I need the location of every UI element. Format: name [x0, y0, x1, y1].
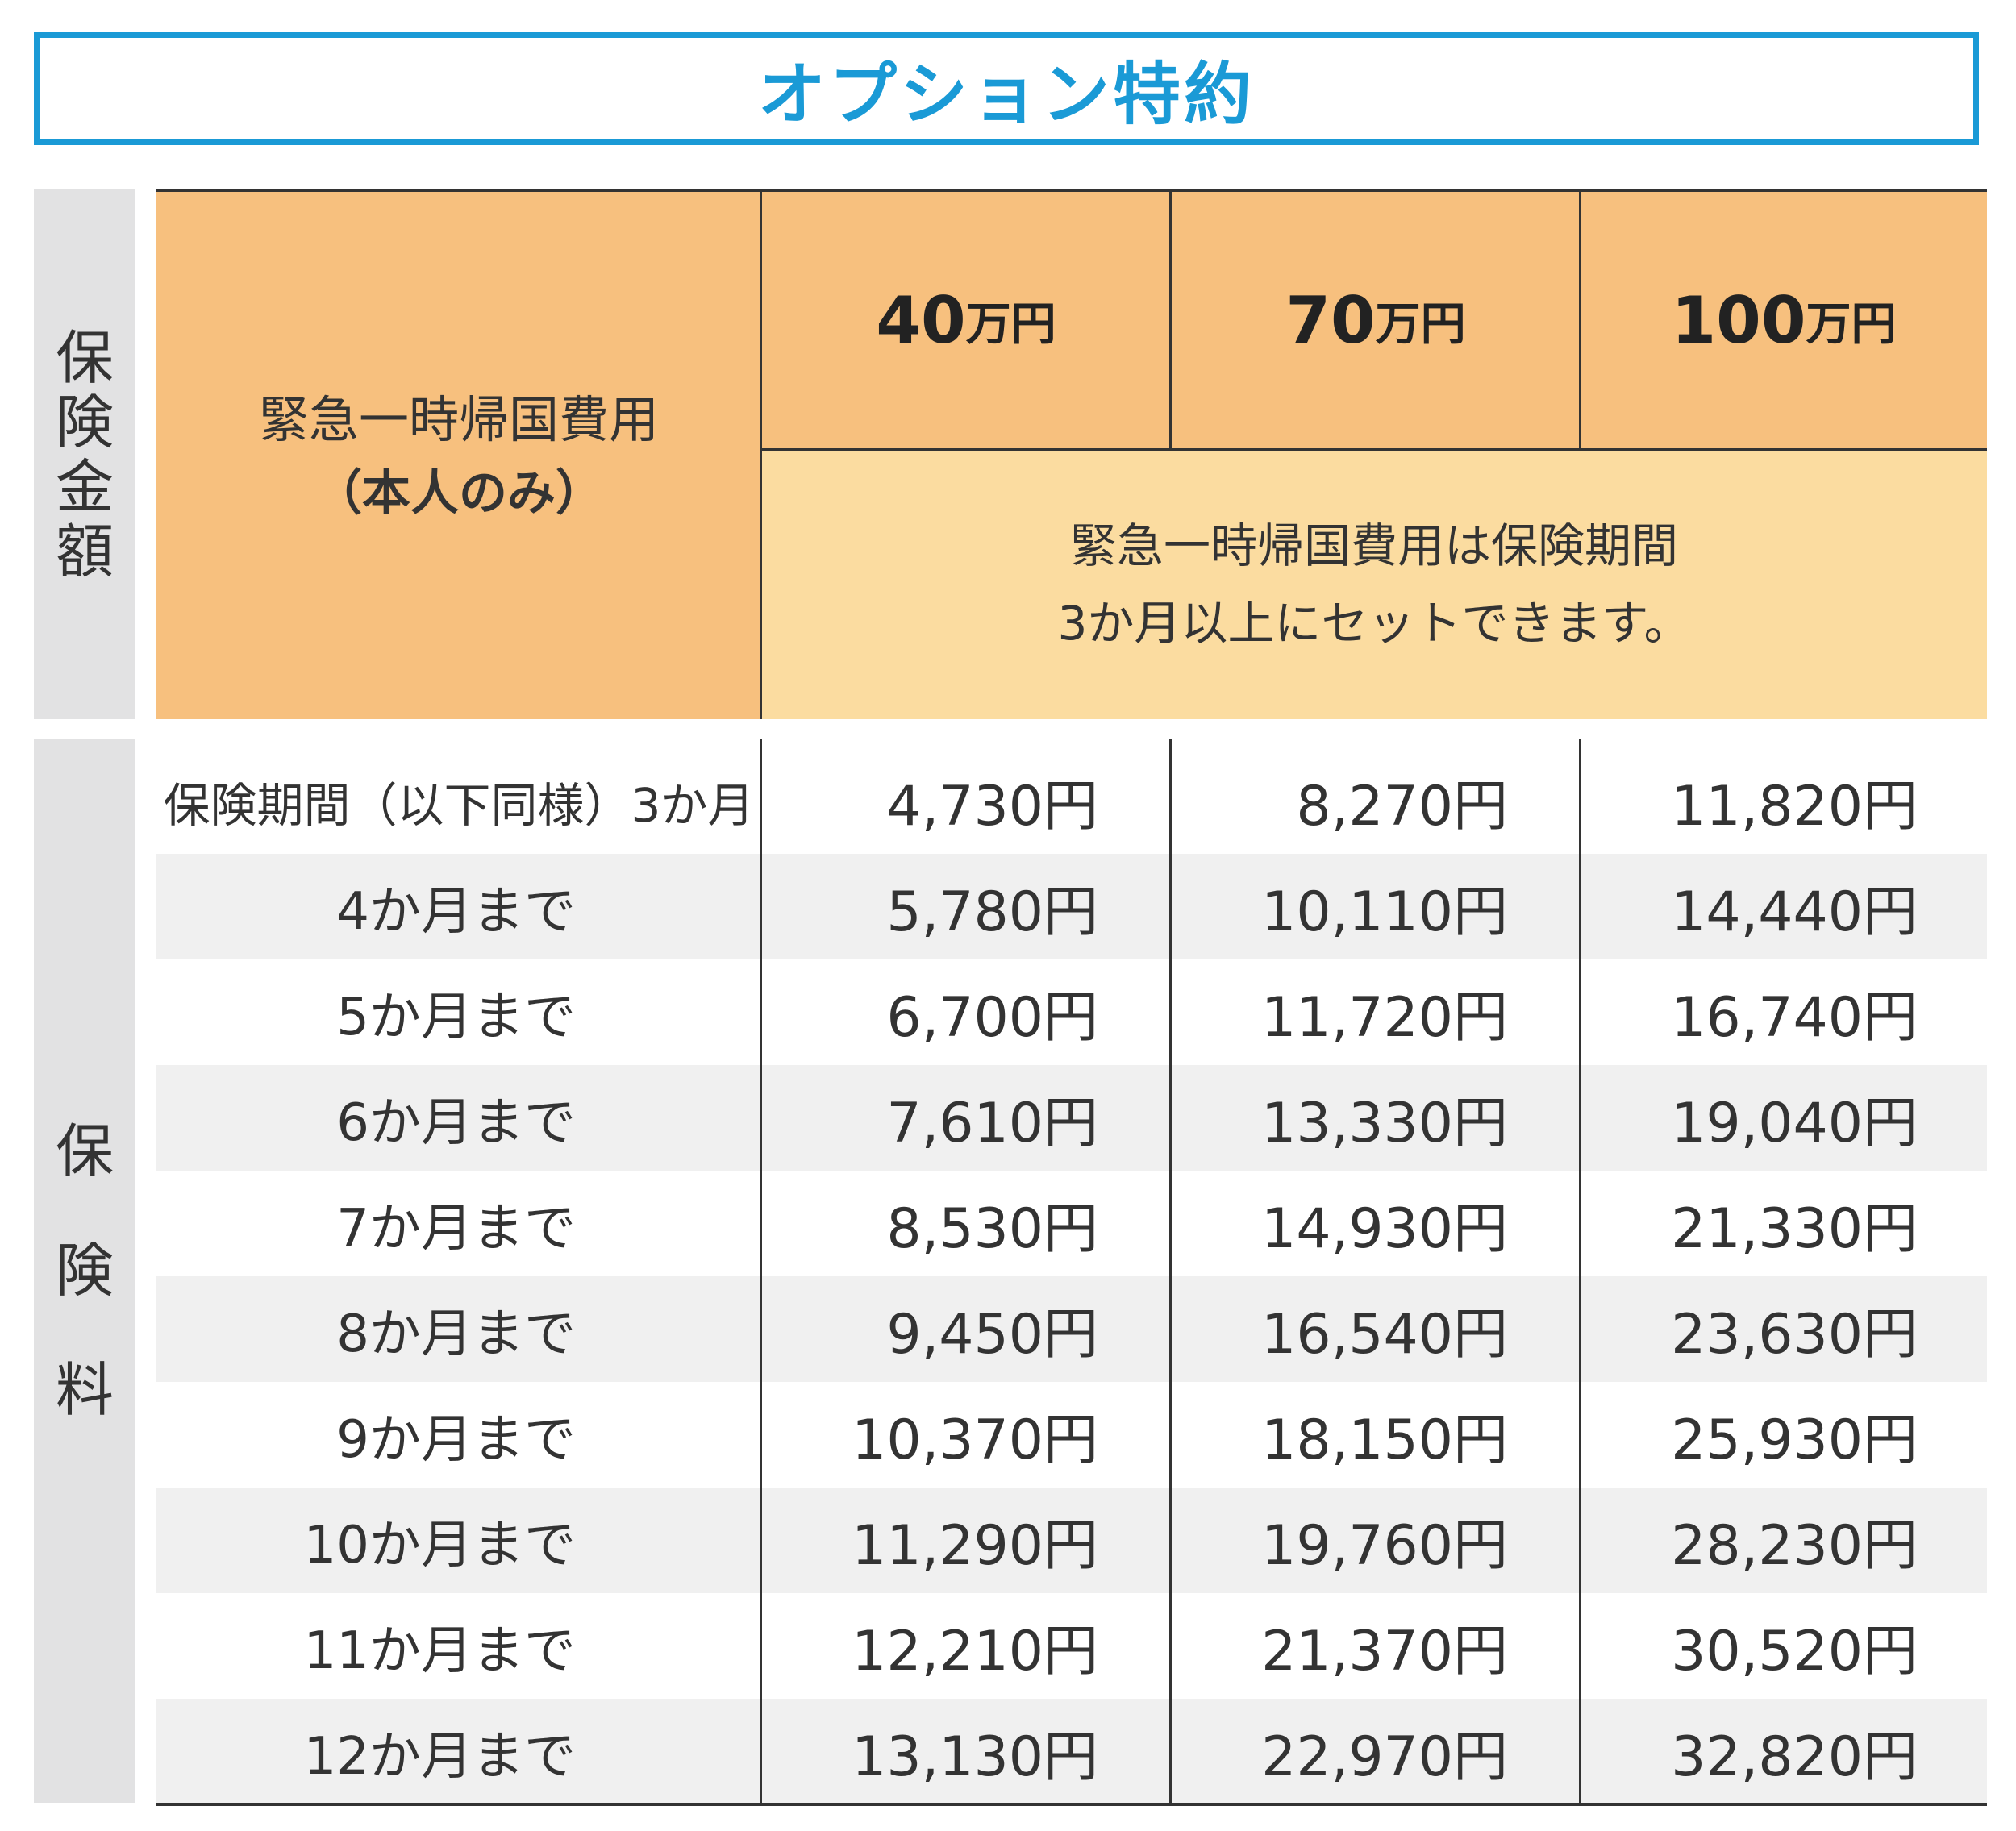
side-label-premium: 保 険 料 — [34, 739, 135, 1803]
side-label-char: 険 — [55, 388, 114, 456]
premium-cell: 25,930円 — [1671, 1409, 1918, 1472]
header-note: 緊急一時帰国費用は保険期間 3か月以上にセットできます。 — [761, 448, 1987, 719]
header-coverage-label: 緊急一時帰国費用 （本人のみ） — [156, 189, 761, 719]
side-label-char: 保 — [55, 323, 114, 392]
premium-cell: 12,210円 — [852, 1620, 1098, 1683]
table-row: 保険期間（以下同様）3か月 4,730円 8,270円 11,820円 — [156, 748, 1987, 854]
premium-cell: 6,700円 — [886, 986, 1098, 1050]
premium-cell: 19,040円 — [1671, 1092, 1918, 1155]
side-label-char: 料 — [55, 1356, 114, 1424]
premium-cell: 14,930円 — [1261, 1197, 1508, 1261]
row-period-label: 4か月まで — [336, 881, 576, 942]
amount-number: 70 — [1285, 282, 1376, 358]
table-row: 10か月まで 11,290円 19,760円 28,230円 — [156, 1488, 1987, 1593]
divider — [760, 739, 762, 1803]
table-row: 8か月まで 9,450円 16,540円 23,630円 — [156, 1276, 1987, 1382]
side-label-char: 金 — [55, 452, 114, 521]
premium-cell: 16,740円 — [1671, 986, 1918, 1050]
premium-cell: 4,730円 — [886, 775, 1098, 839]
divider — [1579, 189, 1581, 448]
premium-cell: 18,150円 — [1261, 1409, 1508, 1472]
amount-number: 100 — [1671, 282, 1806, 358]
premium-cell: 8,530円 — [886, 1197, 1098, 1261]
row-period-label: 12か月まで — [303, 1726, 576, 1787]
table-row: 4か月まで 5,780円 10,110円 14,440円 — [156, 854, 1987, 959]
row-period-label: 10か月まで — [303, 1515, 576, 1575]
premium-cell: 5,780円 — [886, 880, 1098, 944]
side-label-char: 額 — [55, 517, 114, 585]
premium-cell: 19,760円 — [1261, 1514, 1508, 1578]
premium-cell: 14,440円 — [1671, 880, 1918, 944]
table-row: 7か月まで 8,530円 14,930円 21,330円 — [156, 1171, 1987, 1276]
row-period-label: 6か月まで — [336, 1092, 576, 1153]
table-row: 11か月まで 12,210円 21,370円 30,520円 — [156, 1593, 1987, 1699]
amount-number: 40 — [876, 282, 966, 358]
premium-cell: 21,330円 — [1671, 1197, 1918, 1261]
row-period-label: 8か月まで — [336, 1304, 576, 1364]
premium-cell: 9,450円 — [886, 1303, 1098, 1367]
premium-cell: 11,720円 — [1261, 986, 1508, 1050]
header-amount-100: 100 万円 — [1581, 189, 1987, 448]
divider — [1579, 739, 1581, 1803]
table-row: 9か月まで 10,370円 18,150円 25,930円 — [156, 1382, 1987, 1488]
premium-cell: 21,370円 — [1261, 1620, 1508, 1683]
row-period-label: 9か月まで — [336, 1409, 576, 1470]
premium-cell: 7,610円 — [886, 1092, 1098, 1155]
note-line: 緊急一時帰国費用は保険期間 — [1069, 518, 1678, 573]
row-period-label: 5か月まで — [336, 987, 576, 1047]
table-row: 12か月まで 13,130円 22,970円 32,820円 — [156, 1699, 1987, 1804]
row-period-label: 7か月まで — [336, 1198, 576, 1259]
title-box: オプション特約 — [34, 32, 1979, 145]
table-bottom-border — [156, 1803, 1987, 1806]
premium-cell: 32,820円 — [1671, 1725, 1918, 1789]
coverage-scope: （本人のみ） — [314, 464, 604, 522]
header-amount-70: 70 万円 — [1171, 189, 1581, 448]
premium-cell: 22,970円 — [1261, 1725, 1508, 1789]
header-amount-40: 40 万円 — [761, 189, 1171, 448]
premium-cell: 23,630円 — [1671, 1303, 1918, 1367]
table-row: 5か月まで 6,700円 11,720円 16,740円 — [156, 959, 1987, 1065]
table-row: 6か月まで 7,610円 13,330円 19,040円 — [156, 1065, 1987, 1171]
premium-cell: 16,540円 — [1261, 1303, 1508, 1367]
divider — [1169, 739, 1172, 1803]
premium-cell: 30,520円 — [1671, 1620, 1918, 1683]
amount-unit: 万円 — [1806, 298, 1897, 351]
side-label-char: 保 — [55, 1117, 114, 1185]
premium-cell: 8,270円 — [1296, 775, 1508, 839]
premium-cell: 11,290円 — [852, 1514, 1098, 1578]
row-period-label: 保険期間（以下同様）3か月 — [163, 777, 755, 833]
divider — [760, 189, 762, 719]
side-label-amount: 保 険 金 額 — [34, 189, 135, 719]
divider — [1169, 189, 1172, 448]
side-label-char: 険 — [55, 1237, 114, 1305]
premium-cell: 10,370円 — [852, 1409, 1098, 1472]
premium-cell: 13,330円 — [1261, 1092, 1508, 1155]
page-title: オプション特約 — [757, 54, 1255, 134]
coverage-name: 緊急一時帰国費用 — [258, 389, 659, 449]
premium-cell: 10,110円 — [1261, 880, 1508, 944]
premium-cell: 11,820円 — [1671, 775, 1918, 839]
premium-cell: 13,130円 — [852, 1725, 1098, 1789]
premium-cell: 28,230円 — [1671, 1514, 1918, 1578]
note-line: 3か月以上にセットできます。 — [1057, 595, 1691, 651]
row-period-label: 11か月まで — [303, 1621, 576, 1681]
amount-unit: 万円 — [1375, 298, 1466, 351]
amount-unit: 万円 — [965, 298, 1056, 351]
